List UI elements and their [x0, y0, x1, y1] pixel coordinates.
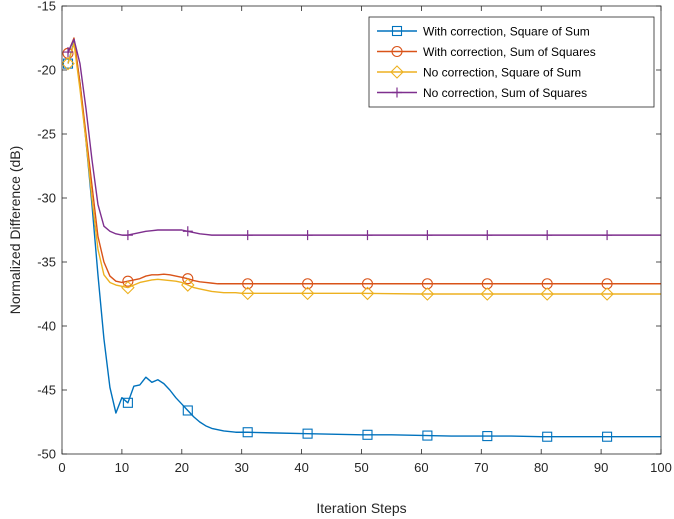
data-point	[542, 431, 553, 442]
y-tick-label: -20	[37, 63, 56, 78]
x-tick-label: 10	[115, 460, 129, 475]
legend: With correction, Square of Sum With corre…	[368, 16, 655, 108]
data-point	[302, 278, 314, 290]
y-tick-label: -25	[37, 127, 56, 142]
x-tick-label: 30	[234, 460, 248, 475]
y-tick-label: -35	[37, 255, 56, 270]
data-point	[62, 56, 75, 71]
series-1	[62, 41, 661, 442]
data-point	[121, 280, 135, 295]
series-4	[62, 38, 661, 241]
data-point	[181, 278, 195, 292]
series-line	[67, 42, 661, 295]
legend-label: No correction, Square of Sum	[423, 66, 581, 80]
x-tick-label: 20	[175, 460, 189, 475]
x-tick-label: 60	[414, 460, 428, 475]
data-point	[600, 287, 614, 301]
data-point	[422, 230, 433, 241]
x-tick-label: 50	[354, 460, 368, 475]
x-tick-label: 80	[534, 460, 548, 475]
axes: 0 10 20 30 40 50 60 70 80 90 100 -50 -45 -40 -35 -30 -25…	[37, 0, 672, 475]
data-point	[482, 230, 493, 241]
x-tick-label: 40	[294, 460, 308, 475]
legend-label: No correction, Sum of Squares	[423, 86, 587, 100]
data-point	[540, 287, 554, 301]
data-point	[302, 230, 313, 241]
data-point	[602, 431, 613, 442]
series-group	[62, 37, 661, 442]
data-point	[122, 230, 133, 241]
y-tick-label: -40	[37, 319, 56, 334]
data-point	[602, 230, 613, 241]
legend-label: With correction, Sum of Squares	[423, 45, 596, 59]
legend-label: With correction, Square of Sum	[423, 25, 590, 39]
y-axis-label: Normalized Difference (dB)	[7, 146, 23, 315]
data-point	[542, 230, 553, 241]
data-point	[300, 286, 315, 301]
data-point	[122, 275, 134, 287]
data-point	[361, 278, 374, 290]
series-line	[67, 41, 661, 438]
data-point	[242, 427, 253, 438]
data-point	[302, 428, 313, 439]
x-tick-label: 100	[650, 460, 672, 475]
legend-marker	[392, 87, 402, 98]
data-point	[362, 230, 373, 241]
data-point	[420, 287, 435, 301]
data-point	[62, 47, 73, 58]
x-tick-label: 0	[58, 460, 65, 475]
legend-marker	[390, 65, 404, 79]
legend-entry-3: No correction, Square of Sum	[377, 65, 581, 80]
legend-marker	[391, 25, 403, 37]
data-point	[360, 286, 375, 301]
data-point	[122, 397, 133, 408]
series-line	[67, 37, 661, 285]
data-point	[362, 429, 373, 440]
legend-entry-1: With correction, Square of Sum	[377, 25, 590, 39]
data-point	[62, 58, 74, 69]
data-point	[422, 430, 433, 441]
x-tick-label: 70	[474, 460, 488, 475]
data-point	[480, 287, 495, 301]
series-line	[67, 38, 661, 236]
legend-entry-2: With correction, Sum of Squares	[377, 45, 596, 59]
data-point	[182, 273, 194, 285]
data-point	[182, 226, 193, 237]
data-point	[242, 230, 253, 241]
y-tick-label: -50	[37, 447, 56, 462]
data-point	[482, 431, 493, 442]
data-point	[242, 278, 254, 290]
data-point	[182, 405, 193, 416]
legend-marker	[391, 45, 403, 58]
y-tick-label: -30	[37, 191, 56, 206]
legend-entry-4: No correction, Sum of Squares	[377, 86, 587, 100]
x-axis-label: Iteration Steps	[316, 500, 406, 516]
series-3	[62, 42, 661, 301]
data-point	[240, 286, 255, 301]
y-tick-label: -15	[37, 0, 56, 14]
y-tick-label: -45	[37, 383, 56, 398]
x-tick-label: 90	[594, 460, 608, 475]
